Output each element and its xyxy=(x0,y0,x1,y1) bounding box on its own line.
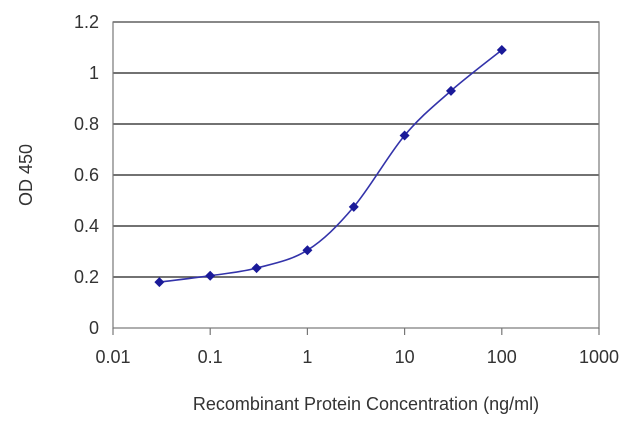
data-point xyxy=(205,270,216,281)
x-tick-label: 10 xyxy=(395,347,415,367)
data-point xyxy=(348,201,359,212)
y-axis-title: OD 450 xyxy=(16,144,36,206)
x-tick-label: 1 xyxy=(302,347,312,367)
x-tick-label: 100 xyxy=(487,347,517,367)
plot-frame xyxy=(112,21,600,329)
series-layer xyxy=(154,45,507,288)
y-tick-label: 0.4 xyxy=(74,216,99,236)
x-tick-label: 1000 xyxy=(579,347,619,367)
y-tick-label: 1.2 xyxy=(74,12,99,32)
data-point xyxy=(399,130,410,141)
y-tick-label: 1 xyxy=(89,63,99,83)
x-tick-label: 0.01 xyxy=(95,347,130,367)
series-line-0 xyxy=(159,49,503,283)
x-tick-label: 0.1 xyxy=(198,347,223,367)
data-point xyxy=(251,263,262,274)
y-axis-ticks: 0 0.2 0.4 0.6 0.8 1 1.2 xyxy=(74,12,99,338)
y-tick-label: 0.6 xyxy=(74,165,99,185)
data-point xyxy=(445,85,456,96)
x-axis-ticks: 0.01 0.1 1 10 100 1000 xyxy=(95,328,619,367)
data-point xyxy=(302,245,313,256)
y-tick-label: 0 xyxy=(89,318,99,338)
data-point xyxy=(154,277,165,288)
x-axis-title: Recombinant Protein Concentration (ng/ml… xyxy=(193,394,539,414)
y-tick-label: 0.8 xyxy=(74,114,99,134)
y-tick-label: 0.2 xyxy=(74,267,99,287)
data-point xyxy=(496,45,507,56)
grid-layer xyxy=(113,21,599,278)
